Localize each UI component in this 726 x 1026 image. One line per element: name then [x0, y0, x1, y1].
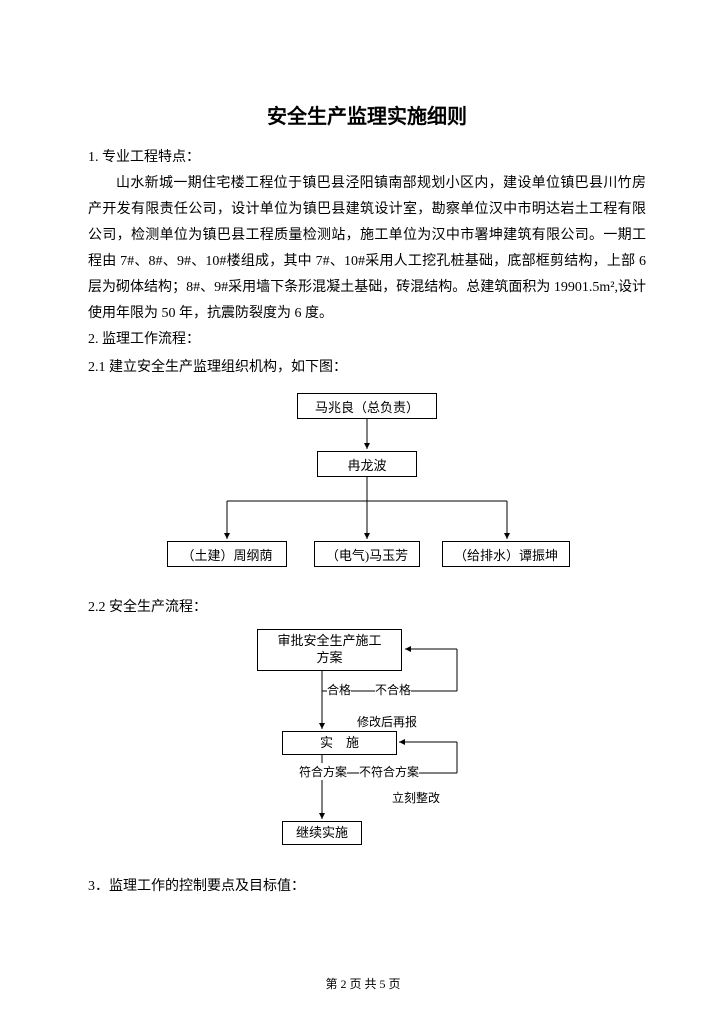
- flow-node-review: 审批安全生产施工 方案: [257, 629, 402, 671]
- flow-chart: 审批安全生产施工 方案 实 施 继续实施 合格 不合格 修改后再报 符合方案 不…: [227, 629, 507, 854]
- org-node-b3: （给排水）谭振坤: [442, 541, 570, 567]
- flow-label-fit: 符合方案: [299, 763, 347, 780]
- section-2-2: 2.2 安全生产流程：: [88, 595, 646, 621]
- org-node-top: 马兆良（总负责）: [297, 393, 437, 419]
- flow-label-ng: 不合格: [375, 681, 411, 698]
- org-node-b2: （电气)马玉芳: [314, 541, 420, 567]
- page-title: 安全生产监理实施细则: [88, 100, 646, 129]
- section-2-1: 2.1 建立安全生产监理组织机构，如下图：: [88, 355, 646, 381]
- section-1-body: 山水新城一期住宅楼工程位于镇巴县泾阳镇南部规划小区内，建设单位镇巴县川竹房产开发…: [88, 171, 646, 327]
- section-2-head: 2. 监理工作流程：: [88, 327, 646, 353]
- page-footer: 第 2 页 共 5 页: [0, 975, 726, 992]
- section-1-head: 1. 专业工程特点：: [88, 145, 646, 171]
- org-node-mid: 冉龙波: [317, 451, 417, 477]
- section-3-head: 3．监理工作的控制要点及目标值：: [88, 874, 646, 900]
- flow-label-revise: 修改后再报: [357, 713, 417, 730]
- flow-label-fix: 立刻整改: [392, 789, 440, 806]
- flow-node-continue: 继续实施: [282, 821, 362, 845]
- org-node-b1: （土建）周纲荫: [167, 541, 287, 567]
- flow-label-ok: 合格: [327, 681, 351, 698]
- flow-label-nofit: 不符合方案: [359, 763, 419, 780]
- org-chart: 马兆良（总负责） 冉龙波 （土建）周纲荫 （电气)马玉芳 （给排水）谭振坤: [167, 391, 567, 581]
- flow-node-implement: 实 施: [282, 731, 397, 755]
